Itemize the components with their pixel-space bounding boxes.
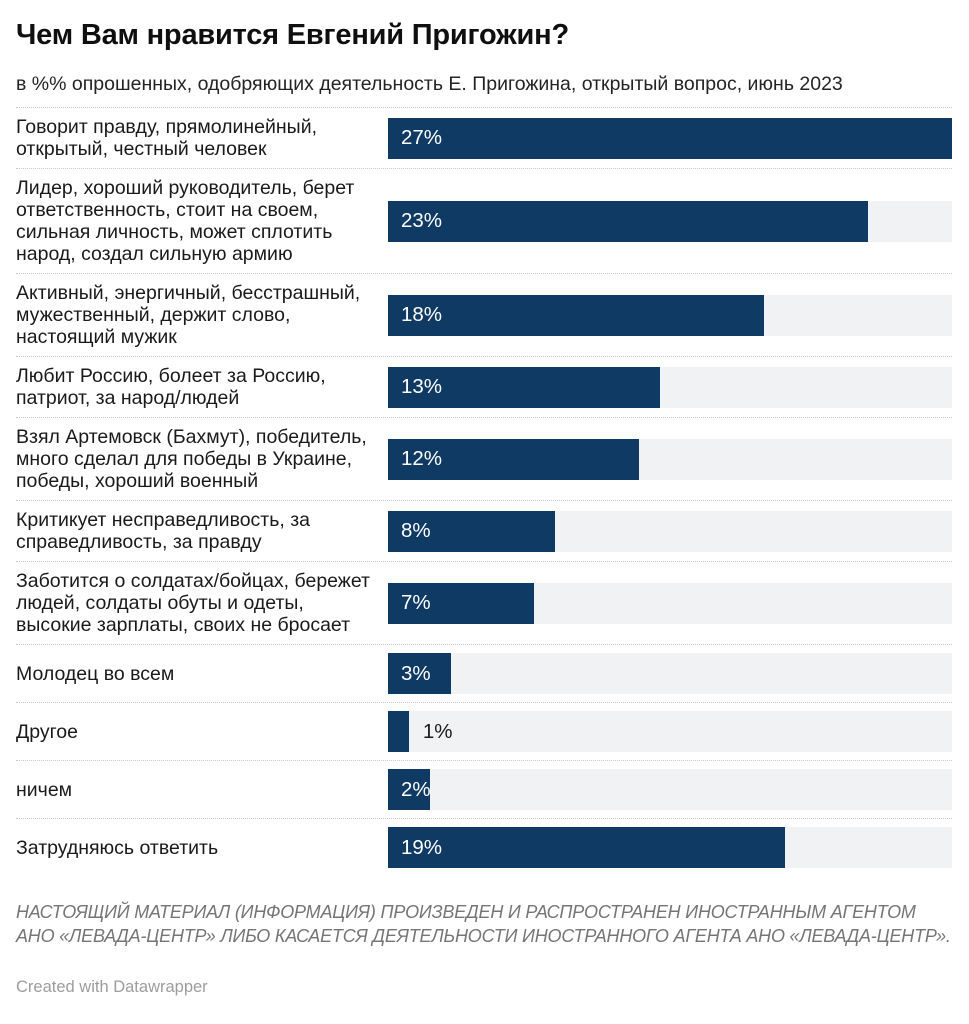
- chart-row: Критикует несправедливость, за справедли…: [16, 500, 952, 561]
- bar-chart: Говорит правду, прямолинейный, открытый,…: [16, 107, 952, 876]
- chart-row: ничем 2%: [16, 760, 952, 818]
- value-label: 12%: [401, 447, 443, 470]
- foreign-agent-disclaimer: НАСТОЯЩИЙ МАТЕРИАЛ (ИНФОРМАЦИЯ) ПРОИЗВЕД…: [16, 902, 951, 946]
- category-label: Взял Артемовск (Бахмут), победитель, мно…: [16, 426, 367, 492]
- category-label: Лидер, хороший руководитель, берет ответ…: [16, 177, 355, 265]
- category-label: Критикует несправедливость, за справедли…: [16, 509, 311, 553]
- chart-row: Активный, энергичный, бесстрашный, мужес…: [16, 273, 952, 356]
- chart-row: Взял Артемовск (Бахмут), победитель, мно…: [16, 417, 952, 500]
- bar-track: 27%: [388, 117, 952, 159]
- bar: 8%: [388, 510, 556, 552]
- bar: 2%: [388, 769, 431, 810]
- value-label: 3%: [401, 661, 431, 685]
- value-label: 8%: [401, 519, 431, 542]
- category-label: Говорит правду, прямолинейный, открытый,…: [16, 116, 318, 160]
- datawrapper-credit-link[interactable]: Created with Datawrapper: [16, 978, 208, 996]
- value-label: 18%: [401, 303, 443, 326]
- chart-subtitle: в %% опрошенных, одобряющих деятельность…: [16, 73, 843, 95]
- value-label: 27%: [401, 126, 443, 149]
- bar: 13%: [388, 366, 660, 408]
- bar-track: 13%: [388, 366, 952, 408]
- chart-row: Говорит правду, прямолинейный, открытый,…: [16, 107, 952, 168]
- bar-track: 18%: [388, 294, 952, 336]
- category-label: Заботится о солдатах/бойцах, бережет люд…: [16, 570, 370, 636]
- bar: 27%: [388, 117, 952, 159]
- category-label: Любит Россию, болеет за Россию, патриот,…: [16, 365, 326, 409]
- bar-track: 23%: [388, 200, 952, 242]
- value-label: 2%: [401, 777, 431, 801]
- value-label: 23%: [401, 209, 443, 232]
- bar-track: 7%: [388, 582, 952, 624]
- value-label: 13%: [401, 375, 443, 398]
- category-label: Активный, энергичный, бесстрашный, мужес…: [16, 282, 361, 348]
- chart-row: Затрудняюсь ответить 19%: [16, 818, 952, 876]
- value-label: 19%: [401, 835, 443, 859]
- bar: 3%: [388, 653, 451, 694]
- chart-title: Чем Вам нравится Евгений Пригожин?: [16, 19, 569, 51]
- chart-row: Другое 1%: [16, 702, 952, 760]
- chart-row: Любит Россию, болеет за Россию, патриот,…: [16, 356, 952, 417]
- bar: 18%: [388, 294, 764, 336]
- category-label: Затрудняюсь ответить: [16, 836, 219, 859]
- bar: 23%: [388, 200, 869, 242]
- category-label: Молодец во всем: [16, 662, 175, 685]
- bar-track: 12%: [388, 438, 952, 480]
- value-label: 1%: [422, 719, 453, 743]
- chart-row: Молодец во всем 3%: [16, 644, 952, 702]
- bar: 19%: [388, 827, 785, 868]
- bar: 7%: [388, 582, 535, 624]
- bar-track: 1%: [388, 711, 952, 752]
- bar: [388, 711, 409, 752]
- bar: 12%: [388, 438, 639, 480]
- bar-track: 8%: [388, 510, 952, 552]
- value-label: 7%: [401, 591, 431, 614]
- chart-row: Заботится о солдатах/бойцах, бережет люд…: [16, 561, 952, 644]
- chart-row: Лидер, хороший руководитель, берет ответ…: [16, 168, 952, 273]
- bar-track: 3%: [388, 653, 952, 694]
- category-label: ничем: [16, 778, 73, 801]
- category-label: Другое: [16, 720, 78, 743]
- bar-track: 2%: [388, 769, 952, 810]
- bar-track: 19%: [388, 827, 952, 868]
